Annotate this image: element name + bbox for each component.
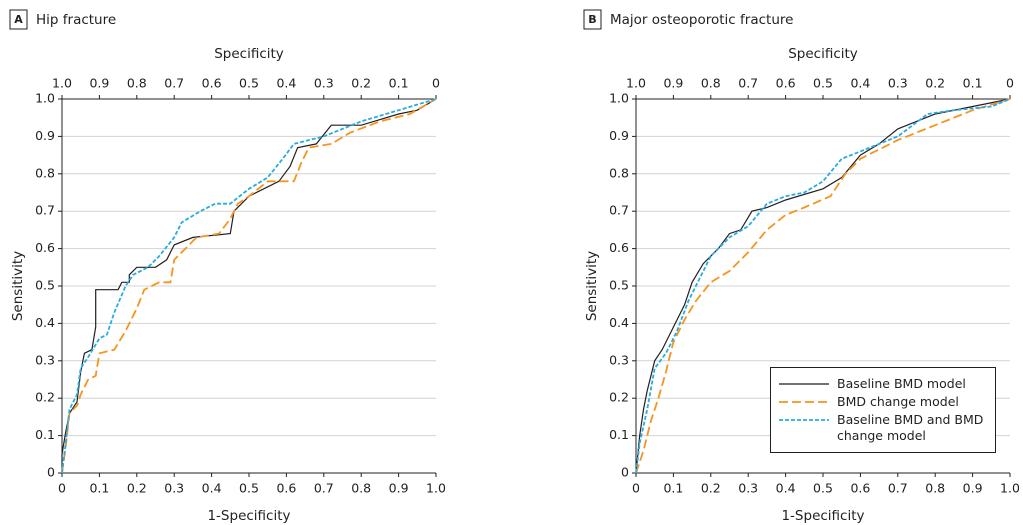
y-tick-label: 0 [47, 465, 55, 480]
x2-tick-label: 0 [432, 76, 440, 91]
x-tick-label: 0.3 [738, 481, 758, 496]
x2-axis-title: Specificity [214, 46, 284, 62]
x-axis-title: 1-Specificity [781, 508, 864, 524]
panel-badge [583, 9, 602, 30]
panel-label: A [14, 13, 23, 26]
x2-tick-label: 0.7 [738, 76, 758, 91]
y-axis-title: Sensitivity [10, 251, 26, 321]
x2-tick-label: 1.0 [52, 76, 72, 91]
x2-tick-label: 0.7 [164, 76, 184, 91]
x-tick-label: 0.7 [314, 481, 334, 496]
x2-tick-label: 0.2 [351, 76, 371, 91]
y-tick-label: 0.4 [609, 315, 629, 330]
y-tick-label: 1.0 [35, 91, 55, 106]
panel-title: Hip fracture [36, 12, 116, 28]
y-tick-label: 0.1 [35, 427, 55, 442]
y-tick-label: 0.9 [609, 128, 629, 143]
x2-tick-label: 0.6 [776, 76, 796, 91]
y-tick-label: 0.8 [609, 165, 629, 180]
y-axis-title: Sensitivity [584, 251, 600, 321]
y-tick-label: 0.2 [35, 390, 55, 405]
x2-tick-label: 0.4 [276, 76, 296, 91]
x-tick-label: 0.5 [813, 481, 833, 496]
roc-curve [635, 98, 1011, 474]
legend-item: Baseline BMD model [779, 376, 987, 392]
x-tick-label: 0.9 [389, 481, 409, 496]
roc-curve [61, 98, 437, 474]
x2-tick-label: 1.0 [626, 76, 646, 91]
y-tick-label: 0.4 [35, 315, 55, 330]
panel-label: B [588, 13, 596, 26]
x-tick-label: 0.8 [925, 481, 945, 496]
y-tick-label: 0.8 [35, 165, 55, 180]
x-tick-label: 0.6 [276, 481, 296, 496]
legend-swatch [779, 383, 829, 385]
y-tick-label: 0.7 [609, 203, 629, 218]
legend-label: Baseline BMD and BMD change model [837, 412, 984, 443]
x-tick-label: 0.4 [776, 481, 796, 496]
x-tick-label: 0.2 [701, 481, 721, 496]
x-tick-label: 0.8 [351, 481, 371, 496]
x2-tick-label: 0.5 [813, 76, 833, 91]
x-tick-label: 0.9 [963, 481, 983, 496]
x-tick-label: 0.3 [164, 481, 184, 496]
x-tick-label: 0 [58, 481, 66, 496]
y-tick-label: 0.6 [609, 240, 629, 255]
y-tick-label: 0.3 [35, 352, 55, 367]
x2-tick-label: 0.1 [389, 76, 409, 91]
legend-swatch [779, 419, 829, 421]
y-tick-label: 0.1 [609, 427, 629, 442]
x-tick-label: 0.6 [850, 481, 870, 496]
roc-curve [635, 98, 1011, 474]
x-tick-label: 1.0 [426, 481, 446, 496]
y-tick-label: 0.5 [35, 278, 55, 293]
x2-tick-label: 0.9 [89, 76, 109, 91]
x-tick-label: 0.7 [888, 481, 908, 496]
x2-tick-label: 0.3 [314, 76, 334, 91]
x2-tick-label: 0.6 [202, 76, 222, 91]
x2-tick-label: 0.9 [663, 76, 683, 91]
panel-title: Major osteoporotic fracture [610, 12, 793, 28]
x2-tick-label: 0.1 [963, 76, 983, 91]
x-tick-label: 0.5 [239, 481, 259, 496]
legend-label: BMD change model [837, 394, 959, 409]
x2-tick-label: 0.8 [127, 76, 147, 91]
roc-curve [635, 98, 1011, 474]
x2-axis-title: Specificity [788, 46, 858, 62]
x2-tick-label: 0.8 [701, 76, 721, 91]
x2-tick-label: 0.4 [850, 76, 870, 91]
y-tick-label: 0.9 [35, 128, 55, 143]
x2-tick-label: 0.5 [239, 76, 259, 91]
y-tick-label: 0 [621, 465, 629, 480]
y-tick-label: 0.3 [609, 352, 629, 367]
y-tick-label: 0.2 [609, 390, 629, 405]
y-tick-label: 0.7 [35, 203, 55, 218]
x-tick-label: 0 [632, 481, 640, 496]
x2-tick-label: 0.2 [925, 76, 945, 91]
x-tick-label: 0.4 [202, 481, 222, 496]
legend: Baseline BMD model BMD change model Baseli… [770, 367, 996, 453]
x2-tick-label: 0.3 [888, 76, 908, 91]
roc-curve [61, 98, 437, 474]
x-tick-label: 0.1 [663, 481, 683, 496]
x-axis-title: 1-Specificity [207, 508, 290, 524]
x2-tick-label: 0 [1006, 76, 1014, 91]
x-tick-label: 0.1 [89, 481, 109, 496]
legend-label: Baseline BMD model [837, 376, 966, 391]
x-tick-label: 0.2 [127, 481, 147, 496]
legend-item: Baseline BMD and BMD change model [779, 412, 987, 444]
legend-item: BMD change model [779, 394, 987, 410]
y-tick-label: 1.0 [609, 91, 629, 106]
panel-badge [9, 9, 28, 30]
legend-swatch [779, 401, 829, 403]
y-tick-label: 0.6 [35, 240, 55, 255]
x-tick-label: 1.0 [1000, 481, 1020, 496]
y-tick-label: 0.5 [609, 278, 629, 293]
